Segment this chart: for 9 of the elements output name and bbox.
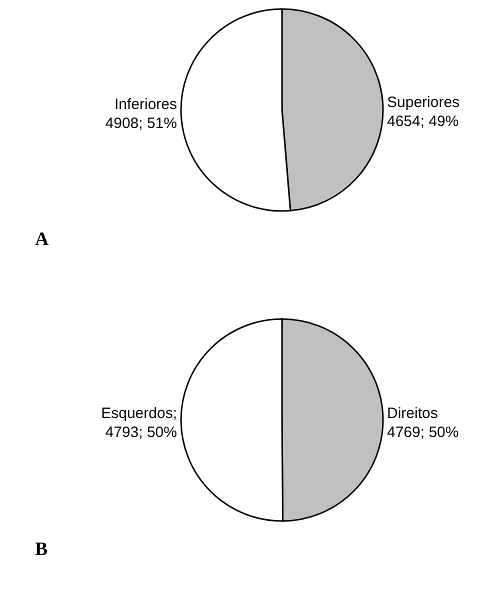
slice-label: Inferiores xyxy=(114,96,177,113)
data-label: 4908; 51% xyxy=(105,114,177,132)
slice-label: Superiores xyxy=(387,94,460,112)
slice-label: Esquerdos;4793; 50% xyxy=(101,405,177,442)
text: B xyxy=(35,539,48,560)
text: A xyxy=(35,229,49,250)
slice-label: Direitos xyxy=(387,404,438,422)
data-label: 4654; 49% xyxy=(387,113,459,130)
data-label: 4769; 50% xyxy=(387,424,459,441)
